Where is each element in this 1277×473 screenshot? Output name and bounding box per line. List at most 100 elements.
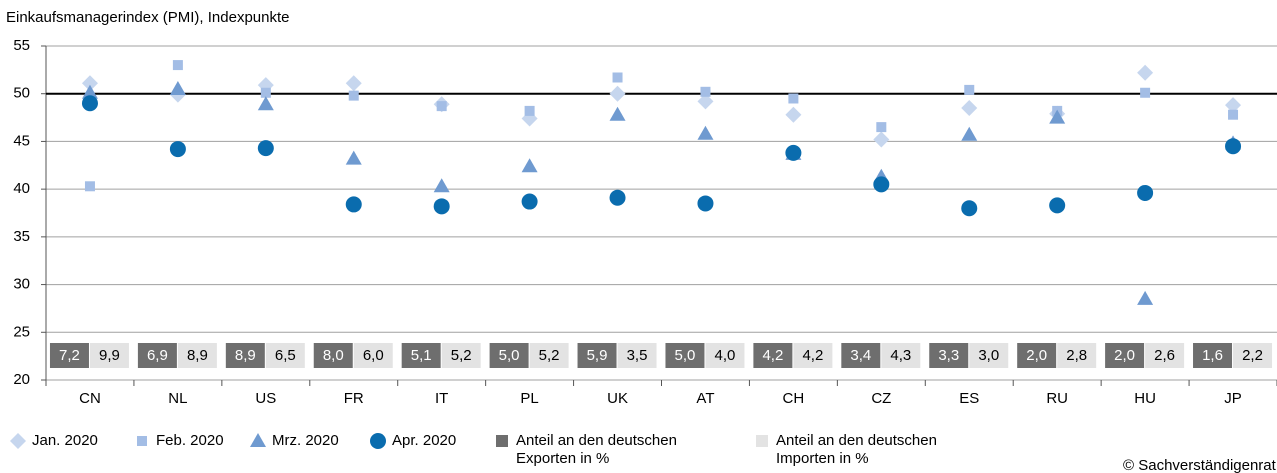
- share-box: [225, 343, 265, 368]
- marker-circle: [1049, 197, 1066, 214]
- share-box: [753, 343, 793, 368]
- share-label: 3,0: [978, 347, 999, 364]
- y-tick-label: 55: [13, 37, 30, 54]
- y-tick-label: 20: [13, 371, 30, 388]
- x-tick-label: IT: [435, 390, 448, 407]
- marker-triangle: [433, 178, 450, 193]
- marker-diamond: [345, 75, 362, 92]
- share-box: [841, 343, 881, 368]
- share-box: [793, 343, 833, 368]
- marker-square: [876, 122, 887, 133]
- share-label: 2,0: [1114, 347, 1135, 364]
- source: © Sachverständigenrat | 20-11: [1123, 457, 1277, 473]
- share-label: 8,9: [235, 347, 256, 364]
- marker-triangle: [1049, 109, 1066, 124]
- share-box: [665, 343, 705, 368]
- share-label: 5,0: [499, 347, 520, 364]
- share-label: 7,2: [59, 347, 80, 364]
- share-label: 5,1: [411, 347, 432, 364]
- share-box: [1233, 343, 1273, 368]
- share-label: 2,6: [1154, 347, 1175, 364]
- marker-diamond: [961, 100, 978, 117]
- marker-circle: [521, 193, 538, 210]
- share-box: [529, 343, 569, 368]
- marker-diamond: [609, 85, 626, 102]
- share-box: [705, 343, 745, 368]
- share-label: 4,0: [715, 347, 736, 364]
- marker-triangle: [345, 150, 362, 165]
- share-label: 8,9: [187, 347, 208, 364]
- marker-square: [788, 93, 799, 104]
- share-box: [441, 343, 481, 368]
- share-box: [1105, 343, 1145, 368]
- marker-circle: [1225, 138, 1242, 155]
- x-tick-label: HU: [1134, 390, 1156, 407]
- share-box: [1145, 343, 1185, 368]
- marker-square: [137, 436, 147, 446]
- y-tick-label: 50: [13, 85, 30, 102]
- marker-square: [1140, 87, 1151, 98]
- marker-circle: [433, 198, 450, 215]
- share-box: [577, 343, 617, 368]
- y-tick-label: 40: [13, 180, 30, 197]
- legend-swatch: [496, 435, 508, 447]
- marker-circle: [169, 141, 186, 158]
- share-label: 3,3: [938, 347, 959, 364]
- share-box: [313, 343, 353, 368]
- y-tick-label: 45: [13, 132, 30, 149]
- legend-text: Anteil an den deutschen Importen in %: [776, 432, 937, 467]
- share-label: 8,0: [323, 347, 344, 364]
- marker-square: [612, 72, 623, 83]
- share-label: 5,2: [451, 347, 472, 364]
- x-tick-label: JP: [1224, 390, 1242, 407]
- marker-triangle: [81, 84, 98, 99]
- x-tick-label: CH: [783, 390, 805, 407]
- marker-triangle: [1137, 290, 1154, 305]
- x-tick-label: US: [255, 390, 276, 407]
- share-box: [617, 343, 657, 368]
- legend-label: Jan. 2020: [32, 432, 98, 449]
- legend-label: Apr. 2020: [392, 432, 456, 449]
- marker-square: [700, 86, 711, 97]
- x-tick-label: PL: [520, 390, 538, 407]
- marker-circle: [370, 433, 386, 449]
- share-label: 4,2: [762, 347, 783, 364]
- marker-square: [524, 105, 535, 116]
- marker-diamond: [10, 433, 26, 449]
- x-tick-label: CN: [79, 390, 101, 407]
- share-label: 6,5: [275, 347, 296, 364]
- marker-diamond: [81, 75, 98, 92]
- share-label: 3,5: [627, 347, 648, 364]
- share-label: 2,2: [1242, 347, 1263, 364]
- marker-circle: [1137, 184, 1154, 201]
- marker-diamond: [785, 106, 802, 123]
- share-box: [89, 343, 129, 368]
- x-tick-label: NL: [168, 390, 187, 407]
- y-tick-label: 25: [13, 323, 30, 340]
- marker-triangle: [609, 106, 626, 121]
- share-label: 4,3: [890, 347, 911, 364]
- marker-square: [964, 84, 975, 95]
- marker-circle: [961, 200, 978, 217]
- share-box: [1017, 343, 1057, 368]
- share-label: 2,8: [1066, 347, 1087, 364]
- x-tick-label: CZ: [871, 390, 891, 407]
- share-box: [489, 343, 529, 368]
- marker-square: [1228, 109, 1239, 120]
- marker-triangle: [250, 433, 266, 447]
- share-label: 5,2: [539, 347, 560, 364]
- share-label: 2,0: [1026, 347, 1047, 364]
- share-label: 5,0: [675, 347, 696, 364]
- marker-square: [84, 181, 95, 192]
- marker-circle: [81, 95, 98, 112]
- legend-swatch: [756, 435, 768, 447]
- share-box: [929, 343, 969, 368]
- legend-label: Feb. 2020: [156, 432, 224, 449]
- marker-triangle: [697, 125, 714, 140]
- marker-circle: [697, 195, 714, 212]
- marker-diamond: [873, 131, 890, 148]
- share-label: 1,6: [1202, 347, 1223, 364]
- share-box: [881, 343, 921, 368]
- share-box: [353, 343, 393, 368]
